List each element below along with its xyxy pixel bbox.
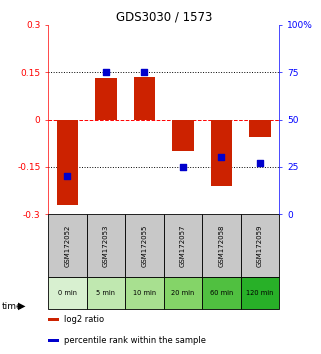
Bar — [172, 120, 194, 151]
Text: 20 min: 20 min — [171, 290, 195, 296]
Bar — [48, 278, 87, 309]
Text: time: time — [2, 302, 22, 311]
Text: GSM172053: GSM172053 — [103, 224, 109, 267]
Point — [103, 69, 108, 75]
Text: ▶: ▶ — [18, 301, 25, 311]
Text: 0 min: 0 min — [58, 290, 77, 296]
Bar — [202, 214, 241, 278]
Bar — [48, 338, 59, 342]
Point — [219, 155, 224, 160]
Bar — [95, 79, 117, 120]
Text: GSM172055: GSM172055 — [142, 225, 147, 267]
Bar — [241, 214, 279, 278]
Point — [180, 164, 186, 170]
Text: 5 min: 5 min — [96, 290, 116, 296]
Bar — [164, 214, 202, 278]
Point — [65, 173, 70, 179]
Text: GSM172059: GSM172059 — [257, 224, 263, 267]
Bar — [202, 278, 241, 309]
Text: 60 min: 60 min — [210, 290, 233, 296]
Bar — [87, 214, 125, 278]
Text: GSM172058: GSM172058 — [219, 224, 224, 267]
Text: GSM172057: GSM172057 — [180, 224, 186, 267]
Text: percentile rank within the sample: percentile rank within the sample — [64, 336, 206, 344]
Bar — [57, 120, 78, 205]
Text: log2 ratio: log2 ratio — [64, 315, 104, 324]
Bar — [241, 278, 279, 309]
Title: GDS3030 / 1573: GDS3030 / 1573 — [116, 11, 212, 24]
Bar — [249, 120, 271, 137]
Point — [257, 160, 263, 166]
Bar — [48, 318, 59, 321]
Bar — [87, 278, 125, 309]
Point — [142, 69, 147, 75]
Bar — [164, 278, 202, 309]
Bar — [134, 77, 155, 120]
Bar — [48, 214, 87, 278]
Bar — [125, 278, 164, 309]
Bar — [211, 120, 232, 186]
Text: 120 min: 120 min — [246, 290, 274, 296]
Text: GSM172052: GSM172052 — [65, 225, 70, 267]
Bar — [125, 214, 164, 278]
Text: 10 min: 10 min — [133, 290, 156, 296]
